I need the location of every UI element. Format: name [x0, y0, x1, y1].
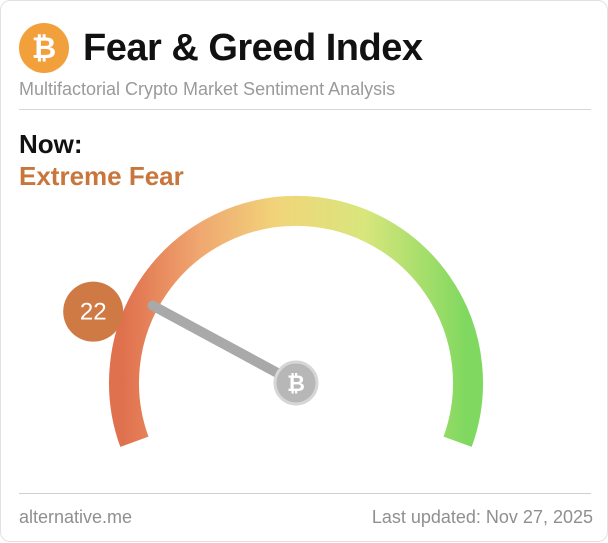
page-title: Fear & Greed Index	[83, 26, 423, 69]
source-link[interactable]: alternative.me	[19, 507, 133, 527]
header-divider	[19, 109, 591, 110]
sentiment-classification: Extreme Fear	[19, 161, 184, 191]
now-label: Now:	[19, 129, 83, 159]
bitcoin-hub-icon: ₿	[273, 360, 319, 406]
gauge-value-badge: 22	[63, 281, 124, 342]
svg-text:₿: ₿	[287, 372, 305, 397]
gauge-needle	[147, 300, 301, 388]
gauge-arc	[109, 195, 483, 447]
bitcoin-logo-icon: ₿	[19, 23, 69, 73]
footer-divider	[19, 493, 591, 494]
last-updated: Last updated: Nov 27, 2025	[371, 507, 593, 527]
page-subtitle: Multifactorial Crypto Market Sentiment A…	[19, 79, 396, 99]
gauge-value: 22	[80, 299, 107, 326]
header: ₿ Fear & Greed Index	[19, 21, 423, 75]
svg-text:₿: ₿	[32, 31, 56, 66]
